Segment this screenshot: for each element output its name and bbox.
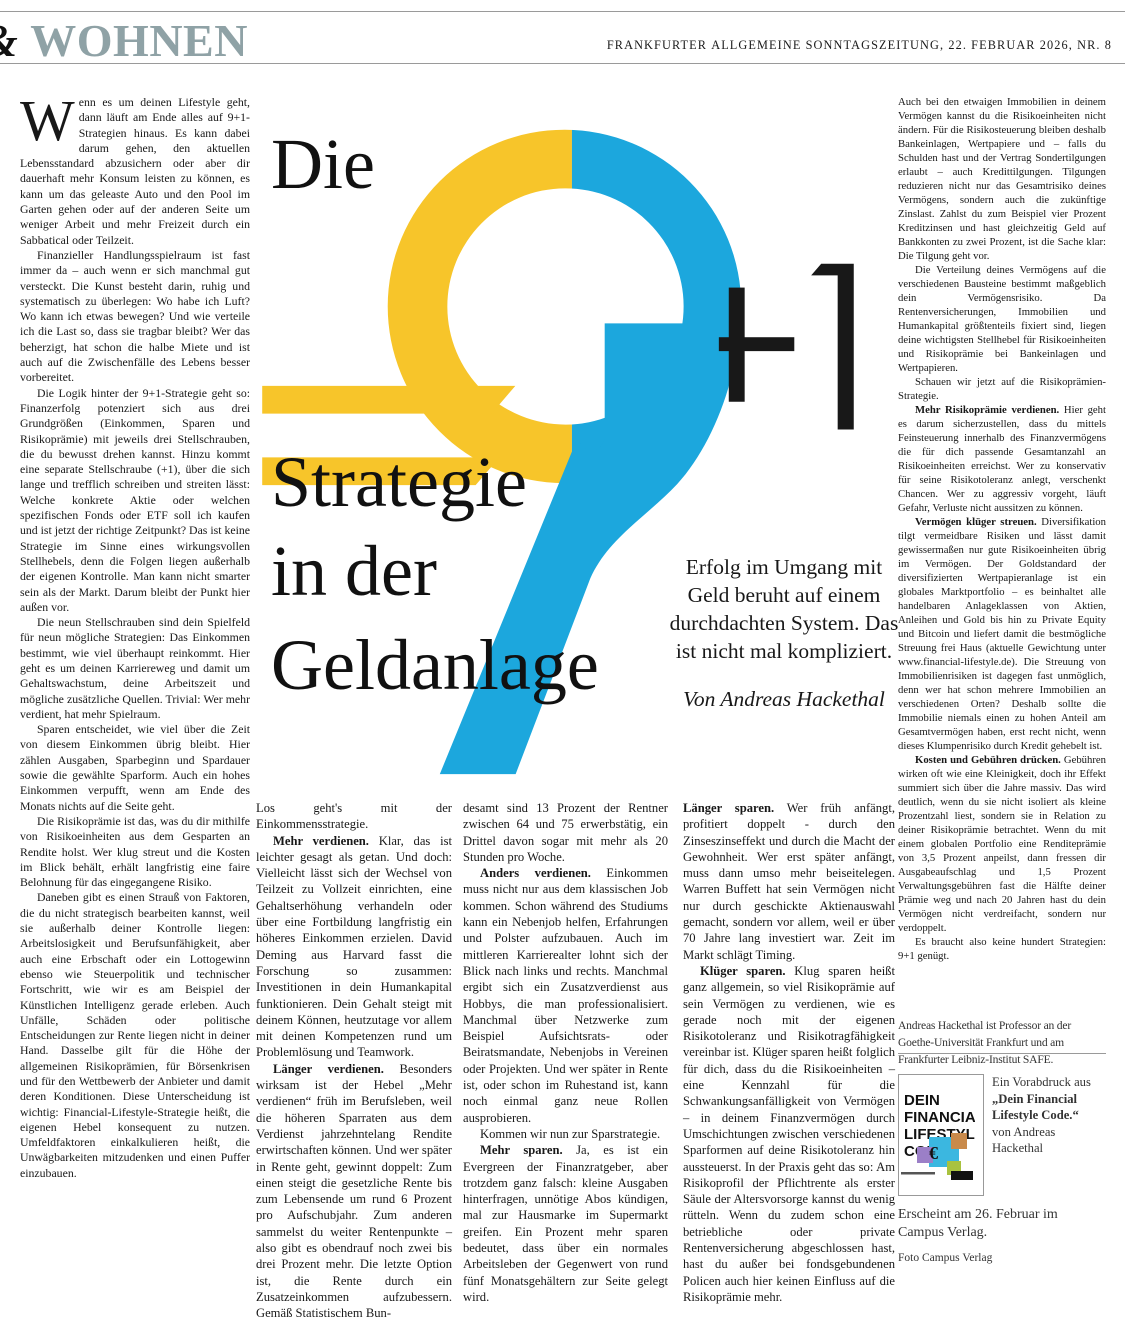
svg-text:€: € xyxy=(929,1143,938,1163)
svg-text:DEIN: DEIN xyxy=(904,1092,940,1109)
